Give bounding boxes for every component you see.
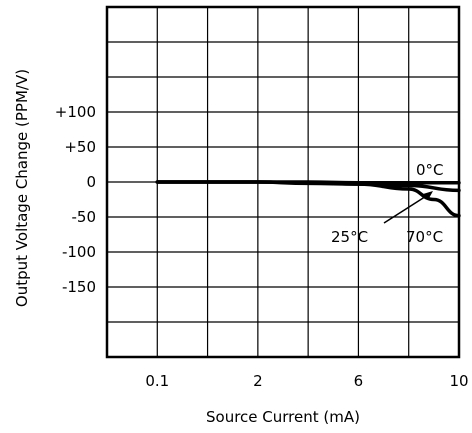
annotation-25c: 25°C bbox=[331, 228, 368, 246]
x-tick-label: 2 bbox=[253, 372, 263, 390]
annotation-70c: 70°C bbox=[406, 228, 443, 246]
chart-grid bbox=[105, 5, 461, 359]
annotation-0c: 0°C bbox=[416, 161, 444, 179]
y-tick-label: +50 bbox=[64, 138, 96, 156]
annotation-25c-arrowhead bbox=[423, 191, 433, 200]
annotation-25c-leader bbox=[383, 192, 432, 224]
chart-tick-labels: 0.1 2 6 10 +100 +50 0 -50 -100 -150 bbox=[55, 103, 469, 390]
y-tick-label: -100 bbox=[62, 243, 96, 261]
x-tick-label: 10 bbox=[449, 372, 468, 390]
y-axis-title: Output Voltage Change (PPM/V) bbox=[13, 69, 31, 307]
x-tick-label: 0.1 bbox=[145, 372, 169, 390]
y-tick-label: +100 bbox=[55, 103, 96, 121]
y-tick-label: -150 bbox=[62, 278, 96, 296]
x-tick-label: 6 bbox=[354, 372, 364, 390]
x-axis-title: Source Current (mA) bbox=[206, 408, 360, 426]
chart-series bbox=[155, 180, 461, 218]
y-tick-label: 0 bbox=[86, 173, 96, 191]
series-line bbox=[155, 180, 461, 218]
y-tick-label: -50 bbox=[72, 208, 97, 226]
